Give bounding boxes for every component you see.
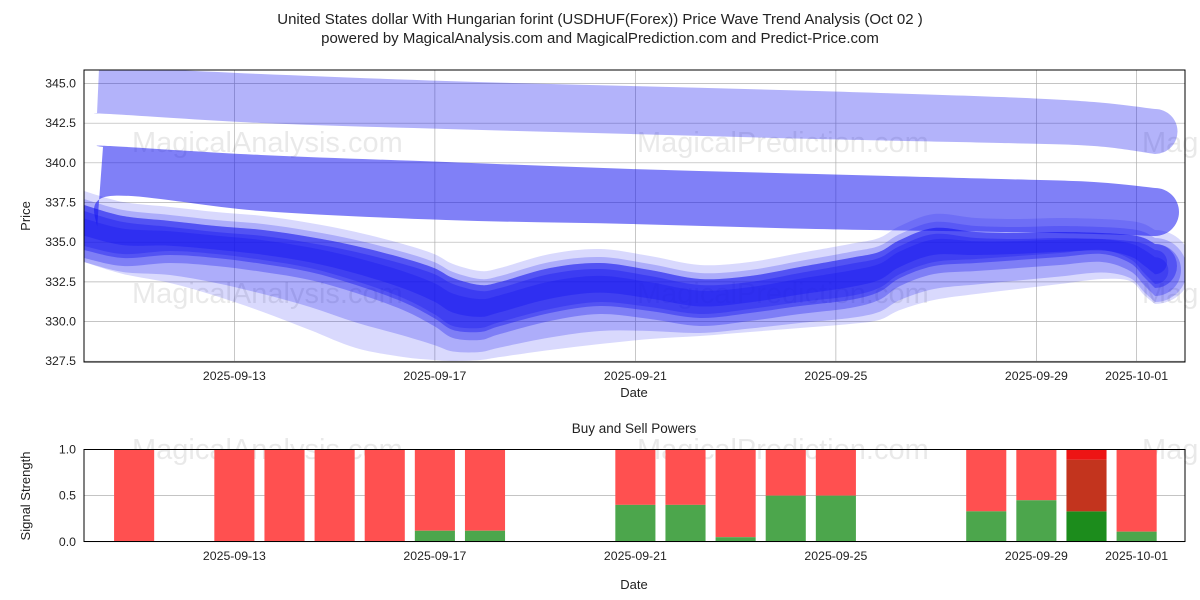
svg-text:0.0: 0.0 [59,535,76,549]
svg-text:1.0: 1.0 [59,443,76,457]
svg-text:2025-09-17: 2025-09-17 [403,369,466,383]
svg-text:337.5: 337.5 [45,196,76,210]
svg-text:330.0: 330.0 [45,315,76,329]
svg-text:Date: Date [620,577,647,592]
svg-text:2025-10-01: 2025-10-01 [1105,369,1168,383]
svg-text:Price: Price [18,201,33,231]
svg-text:2025-09-29: 2025-09-29 [1005,369,1068,383]
svg-text:332.5: 332.5 [45,275,76,289]
svg-text:340.0: 340.0 [45,156,76,170]
svg-text:2025-09-21: 2025-09-21 [604,369,667,383]
svg-text:335.0: 335.0 [45,235,76,249]
svg-text:2025-09-17: 2025-09-17 [403,549,466,563]
svg-text:2025-09-13: 2025-09-13 [203,369,266,383]
svg-text:Signal Strength: Signal Strength [18,452,33,541]
svg-text:Date: Date [620,385,647,400]
svg-text:345.0: 345.0 [45,76,76,90]
svg-text:0.5: 0.5 [59,489,76,503]
svg-text:342.5: 342.5 [45,116,76,130]
svg-text:2025-09-13: 2025-09-13 [203,549,266,563]
svg-text:2025-10-01: 2025-10-01 [1105,549,1168,563]
svg-text:2025-09-25: 2025-09-25 [804,549,867,563]
svg-text:2025-09-25: 2025-09-25 [804,369,867,383]
svg-text:2025-09-29: 2025-09-29 [1005,549,1068,563]
svg-text:2025-09-21: 2025-09-21 [604,549,667,563]
svg-text:327.5: 327.5 [45,354,76,368]
